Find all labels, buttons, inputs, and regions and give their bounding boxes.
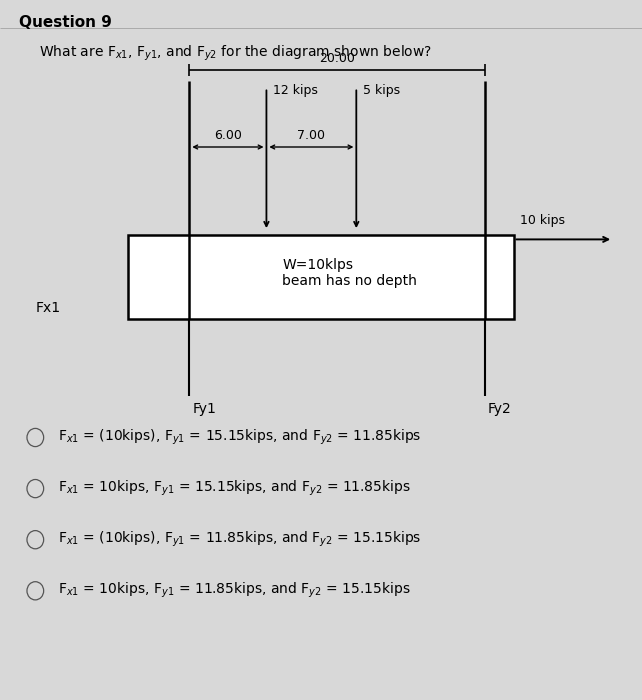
Text: F$_{x1}$ = (10kips), F$_{y1}$ = 11.85kips, and F$_{y2}$ = 15.15kips: F$_{x1}$ = (10kips), F$_{y1}$ = 11.85kip… (58, 530, 421, 550)
Text: What are F$_{x1}$, F$_{y1}$, and F$_{y2}$ for the diagram shown below?: What are F$_{x1}$, F$_{y1}$, and F$_{y2}… (39, 44, 431, 64)
Text: F$_{x1}$ = (10kips), F$_{y1}$ = 15.15kips, and F$_{y2}$ = 11.85kips: F$_{x1}$ = (10kips), F$_{y1}$ = 15.15kip… (58, 428, 421, 447)
Text: 12 kips: 12 kips (273, 84, 318, 97)
Text: 5 kips: 5 kips (363, 84, 400, 97)
Text: Question 9: Question 9 (19, 15, 112, 30)
Text: Fy2: Fy2 (488, 402, 512, 416)
Text: W=10klps
beam has no depth: W=10klps beam has no depth (282, 258, 417, 288)
Text: 20.00: 20.00 (319, 52, 355, 65)
Text: 7.00: 7.00 (297, 130, 325, 142)
Bar (128, 234, 514, 318)
Text: Fy1: Fy1 (193, 402, 216, 416)
Text: F$_{x1}$ = 10kips, F$_{y1}$ = 15.15kips, and F$_{y2}$ = 11.85kips: F$_{x1}$ = 10kips, F$_{y1}$ = 15.15kips,… (58, 479, 410, 498)
Text: Fx1: Fx1 (35, 301, 60, 315)
Text: F$_{x1}$ = 10kips, F$_{y1}$ = 11.85kips, and F$_{y2}$ = 15.15kips: F$_{x1}$ = 10kips, F$_{y1}$ = 11.85kips,… (58, 581, 410, 601)
Text: 10 kips: 10 kips (520, 214, 565, 228)
Text: 6.00: 6.00 (214, 130, 242, 142)
